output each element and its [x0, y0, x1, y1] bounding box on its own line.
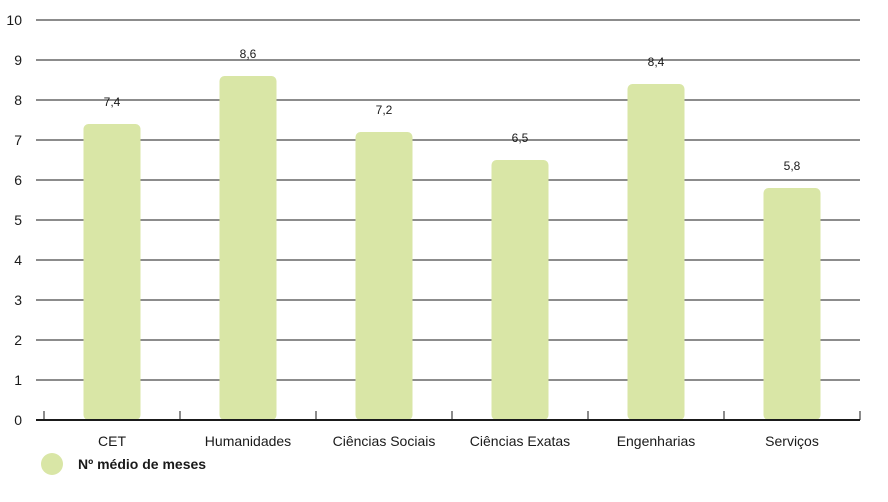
bar	[763, 188, 821, 420]
data-label: 8,4	[648, 55, 665, 69]
data-label: 8,6	[240, 47, 257, 61]
bar	[219, 76, 277, 420]
bar	[627, 84, 685, 420]
y-tick-label: 6	[14, 172, 22, 188]
y-tick-label: 8	[14, 92, 22, 108]
gridlines	[36, 19, 860, 381]
y-tick-label: 0	[14, 412, 22, 428]
legend-swatch	[41, 453, 63, 475]
x-axis: CET Humanidades Ciências Sociais Ciências E…	[36, 411, 861, 449]
bars	[83, 76, 821, 420]
y-tick-label: 1	[14, 372, 22, 388]
x-category-label: CET	[98, 433, 126, 449]
legend: Nº médio de meses	[41, 453, 206, 475]
legend-label: Nº médio de meses	[78, 456, 206, 472]
y-tick-label: 7	[14, 132, 22, 148]
data-label: 7,2	[376, 103, 393, 117]
x-category-label: Humanidades	[205, 433, 291, 449]
bar	[83, 124, 141, 420]
y-tick-label: 3	[14, 292, 22, 308]
y-axis: 0 1 2 3 4 5 6 7 8 9 10	[6, 12, 22, 428]
y-tick-label: 10	[6, 12, 22, 28]
data-label: 6,5	[512, 131, 529, 145]
y-tick-label: 2	[14, 332, 22, 348]
x-category-label: Ciências Sociais	[333, 433, 436, 449]
x-category-label: Engenharias	[617, 433, 696, 449]
x-category-label: Ciências Exatas	[470, 433, 570, 449]
data-label: 5,8	[784, 159, 801, 173]
bar	[491, 160, 549, 420]
bar	[355, 132, 413, 420]
data-labels: 7,4 8,6 7,2 6,5 8,4 5,8	[104, 47, 801, 173]
data-label: 7,4	[104, 95, 121, 109]
y-tick-label: 9	[14, 52, 22, 68]
x-category-label: Serviços	[765, 433, 819, 449]
y-tick-label: 4	[14, 252, 22, 268]
y-tick-label: 5	[14, 212, 22, 228]
